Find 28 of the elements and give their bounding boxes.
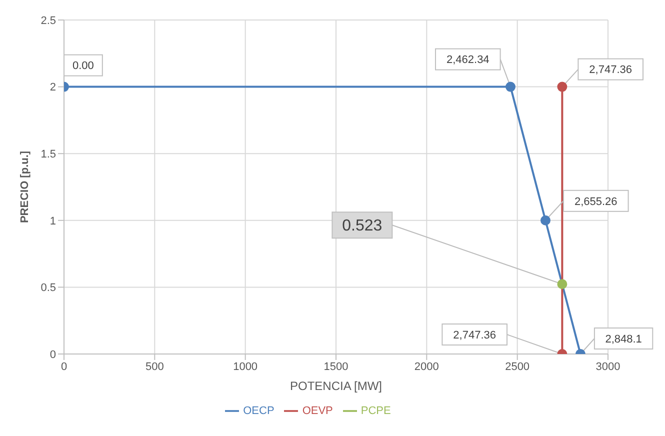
x-axis-title: POTENCIA [MW] (290, 379, 382, 393)
annotation: 2,462.34 (446, 54, 490, 66)
x-tick-label: 1500 (324, 360, 348, 373)
point (506, 82, 516, 92)
annotation: 0.00 (72, 60, 94, 72)
x-tick-label: 2000 (414, 360, 439, 373)
y-tick-label: 1.5 (40, 148, 56, 161)
annotation: 2,848.1 (605, 333, 642, 346)
x-tick-label: 2500 (505, 360, 530, 373)
legend-label: OEVP (302, 404, 333, 417)
point (557, 82, 568, 92)
legend-label: PCPE (360, 404, 391, 417)
annotation: 2,747.36 (589, 64, 632, 76)
x-tick-label: 0 (60, 360, 68, 373)
annotation: 0.523 (342, 218, 382, 235)
annotation: 2,747.36 (453, 329, 496, 342)
point (540, 215, 550, 226)
annotation: 2,655.26 (574, 196, 618, 208)
y-tick-label: 0 (50, 348, 56, 361)
y-tick-label: 2 (50, 82, 56, 94)
x-tick-label: 3000 (596, 360, 620, 373)
y-axis-title: PRECIO [p.u.] (18, 150, 31, 224)
legend-label: OECP (243, 404, 274, 417)
x-tick-label: 1000 (233, 360, 258, 373)
y-tick-label: 0.5 (40, 282, 56, 294)
y-tick-label: 2.5 (40, 14, 56, 27)
y-tick-label: 1 (50, 215, 56, 228)
x-tick-label: 500 (145, 360, 164, 373)
